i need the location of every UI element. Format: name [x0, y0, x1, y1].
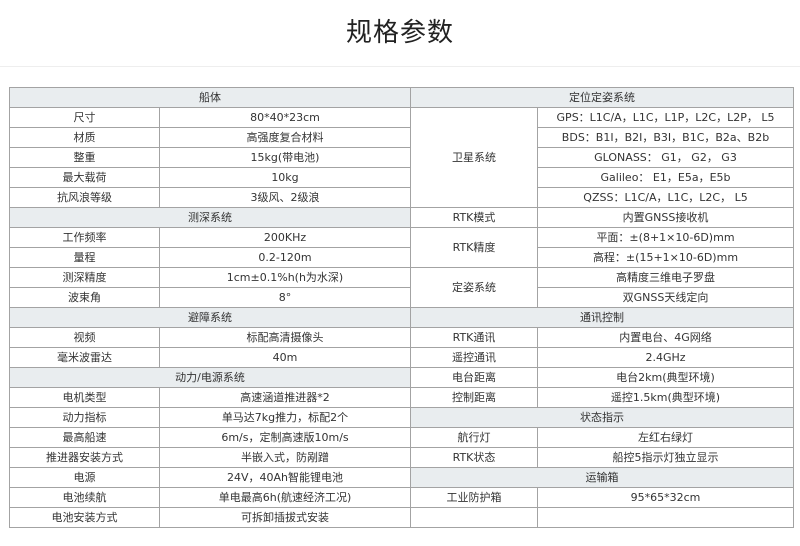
spec-value: 10kg: [159, 167, 411, 188]
spec-value: 1cm±0.1%h(h为水深): [159, 267, 411, 288]
table-row: 抗风浪等级 3级风、2级浪 QZSS：L1C/A，L1C，L2C， L5: [9, 187, 794, 208]
table-row: 测深精度 1cm±0.1%h(h为水深) 定姿系统 高精度三维电子罗盘: [9, 267, 794, 308]
table-row: 动力指标 单马达7kg推力，标配2个 状态指示: [9, 407, 794, 428]
table-row: 毫米波雷达 40m 遥控通讯 2.4GHz: [9, 347, 794, 368]
spec-label: 视频: [9, 327, 160, 348]
spec-label: 卫星系统: [410, 107, 538, 208]
table-row: 电源 24V，40Ah智能锂电池 运输箱: [9, 467, 794, 488]
spec-value: 高程：±(15+1×10-6D)mm: [537, 247, 794, 268]
spec-value: 电台2km(典型环境): [537, 367, 794, 388]
spec-value: 0.2-120m: [159, 247, 411, 268]
table-row: 材质 高强度复合材料 BDS：B1I，B2I，B3I，B1C，B2a、B2b: [9, 127, 794, 148]
section-header: 船体: [9, 87, 411, 108]
table-row: 尺寸 80*40*23cm 卫星系统 GPS：L1C/A，L1C，L1P，L2C，L2…: [9, 107, 794, 208]
spec-value: 6m/s，定制高速版10m/s: [159, 427, 411, 448]
section-header: 运输箱: [410, 467, 794, 488]
spec-table: 船体 定位定姿系统 尺寸 80*40*23cm 卫星系统 GPS：L1C/A，L1C，L1…: [9, 87, 794, 528]
spec-label: [410, 507, 538, 528]
spec-label: RTK状态: [410, 447, 538, 468]
spec-label: 波束角: [9, 287, 160, 308]
spec-label: 控制距离: [410, 387, 538, 408]
spec-value: 船控5指示灯独立显示: [537, 447, 794, 468]
spec-value: GLONASS： G1， G2， G3: [537, 147, 794, 168]
spec-value: 8°: [159, 287, 411, 308]
table-row: 整重 15kg(带电池) GLONASS： G1， G2， G3: [9, 147, 794, 168]
spec-value: 单电最高6h(航速经济工况): [159, 487, 411, 508]
spec-label: 尺寸: [9, 107, 160, 128]
section-header: 避障系统: [9, 307, 411, 328]
spec-value: Galileo： E1，E5a，E5b: [537, 167, 794, 188]
spec-label: 抗风浪等级: [9, 187, 160, 208]
table-row: 电池续航 单电最高6h(航速经济工况) 工业防护箱 95*65*32cm: [9, 487, 794, 508]
table-row: 电池安装方式 可拆卸插拔式安装: [9, 507, 794, 528]
spec-value: 内置GNSS接收机: [537, 207, 794, 228]
spec-value: 高速涵道推进器*2: [159, 387, 411, 408]
section-header: 定位定姿系统: [410, 87, 794, 108]
spec-value: 24V，40Ah智能锂电池: [159, 467, 411, 488]
spec-label: 电源: [9, 467, 160, 488]
spec-value: 3级风、2级浪: [159, 187, 411, 208]
spec-value: 可拆卸插拔式安装: [159, 507, 411, 528]
spec-value: BDS：B1I，B2I，B3I，B1C，B2a、B2b: [537, 127, 794, 148]
spec-value: 200KHz: [159, 227, 411, 248]
spec-value: 高强度复合材料: [159, 127, 411, 148]
spec-label: 电机类型: [9, 387, 160, 408]
table-row: 动力/电源系统 电台距离 电台2km(典型环境): [9, 367, 794, 388]
spec-label: 电台距离: [410, 367, 538, 388]
table-row: 推进器安装方式 半嵌入式，防剐蹭 RTK状态 船控5指示灯独立显示: [9, 447, 794, 468]
spec-value: 高精度三维电子罗盘: [537, 267, 794, 288]
spec-label: 电池安装方式: [9, 507, 160, 528]
spec-label: 毫米波雷达: [9, 347, 160, 368]
table-row: 波束角 8° 双GNSS天线定向: [9, 287, 794, 308]
spec-label: 工作频率: [9, 227, 160, 248]
table-row: 船体 定位定姿系统: [9, 87, 794, 108]
spec-value: 95*65*32cm: [537, 487, 794, 508]
section-header: 测深系统: [9, 207, 411, 228]
spec-label: 最高船速: [9, 427, 160, 448]
spec-value: 平面：±(8+1×10-6D)mm: [537, 227, 794, 248]
spec-label: 遥控通讯: [410, 347, 538, 368]
spec-label: RTK通讯: [410, 327, 538, 348]
table-row: 测深系统 RTK模式 内置GNSS接收机: [9, 207, 794, 228]
spec-value: 左红右绿灯: [537, 427, 794, 448]
spec-value: 单马达7kg推力，标配2个: [159, 407, 411, 428]
section-header: 通讯控制: [410, 307, 794, 328]
spec-label: RTK模式: [410, 207, 538, 228]
table-row: 工作频率 200KHz RTK精度 平面：±(8+1×10-6D)mm: [9, 227, 794, 268]
spec-label: RTK精度: [410, 227, 538, 268]
table-row: 量程 0.2-120m 高程：±(15+1×10-6D)mm: [9, 247, 794, 268]
spec-label: 推进器安装方式: [9, 447, 160, 468]
spec-label: 整重: [9, 147, 160, 168]
spec-value: 标配高清摄像头: [159, 327, 411, 348]
spec-value: 80*40*23cm: [159, 107, 411, 128]
spec-label: 最大载荷: [9, 167, 160, 188]
spec-value: 15kg(带电池): [159, 147, 411, 168]
table-row: 电机类型 高速涵道推进器*2 控制距离 遥控1.5km(典型环境): [9, 387, 794, 408]
spec-value: 遥控1.5km(典型环境): [537, 387, 794, 408]
spec-label: 定姿系统: [410, 267, 538, 308]
spec-value: 40m: [159, 347, 411, 368]
spec-value: 2.4GHz: [537, 347, 794, 368]
spec-label: 航行灯: [410, 427, 538, 448]
spec-label: 材质: [9, 127, 160, 148]
page-title: 规格参数: [345, 18, 454, 48]
section-header: 动力/电源系统: [9, 367, 411, 388]
spec-value: 双GNSS天线定向: [537, 287, 794, 308]
divider: [0, 66, 800, 67]
table-row: 最大载荷 10kg Galileo： E1，E5a，E5b: [9, 167, 794, 188]
spec-value: GPS：L1C/A，L1C，L1P，L2C，L2P， L5: [537, 107, 794, 128]
spec-value: 半嵌入式，防剐蹭: [159, 447, 411, 468]
spec-value: [537, 507, 794, 528]
spec-label: 动力指标: [9, 407, 160, 428]
spec-label: 工业防护箱: [410, 487, 538, 508]
spec-label: 量程: [9, 247, 160, 268]
table-row: 避障系统 通讯控制: [9, 307, 794, 328]
spec-value: QZSS：L1C/A，L1C，L2C， L5: [537, 187, 794, 208]
spec-label: 测深精度: [9, 267, 160, 288]
spec-label: 电池续航: [9, 487, 160, 508]
spec-value: 内置电台、4G网络: [537, 327, 794, 348]
table-row: 最高船速 6m/s，定制高速版10m/s 航行灯 左红右绿灯: [9, 427, 794, 448]
table-row: 视频 标配高清摄像头 RTK通讯 内置电台、4G网络: [9, 327, 794, 348]
section-header: 状态指示: [410, 407, 794, 428]
